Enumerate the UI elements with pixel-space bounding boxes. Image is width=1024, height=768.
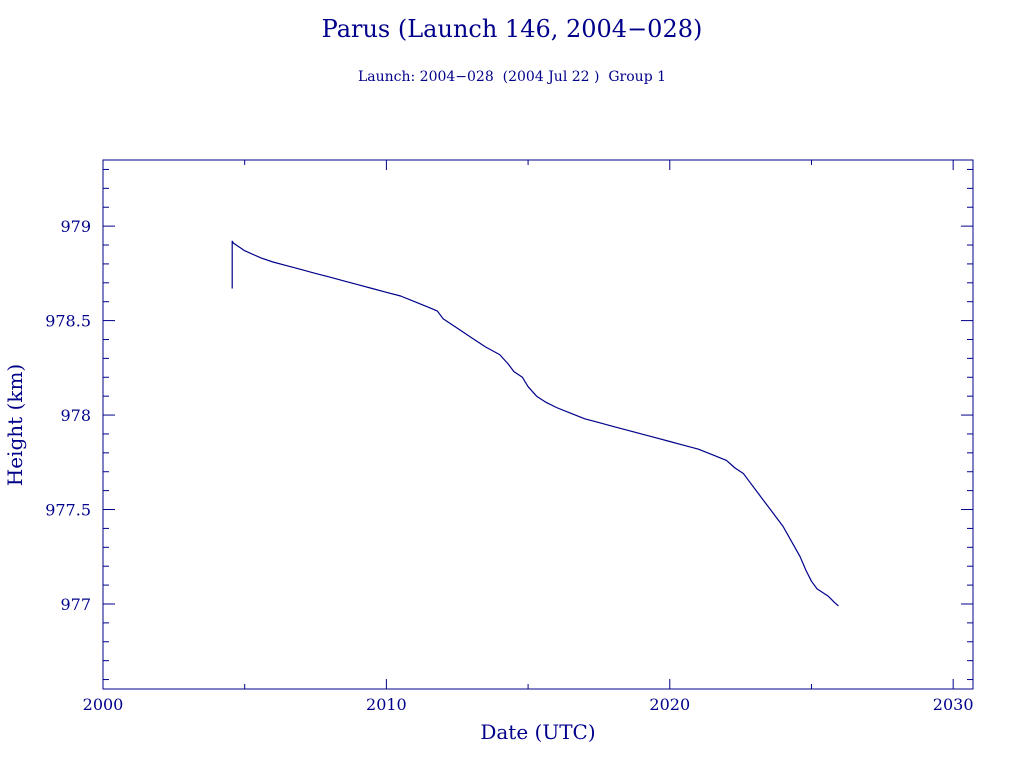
y-tick-label: 977.5 — [45, 501, 91, 520]
x-axis-label: Date (UTC) — [480, 720, 595, 744]
x-tick-label: 2030 — [933, 695, 974, 714]
y-tick-label: 979 — [60, 217, 91, 236]
x-tick-label: 2000 — [83, 695, 124, 714]
series-line-0 — [231, 240, 839, 607]
chart-title: Parus (Launch 146, 2004−028) — [322, 15, 703, 43]
y-axis-label: Height (km) — [3, 364, 27, 486]
axis-ticks — [102, 160, 973, 689]
x-tick-label: 2010 — [366, 695, 407, 714]
y-tick-label: 978 — [60, 406, 91, 425]
x-tick-label: 2020 — [649, 695, 690, 714]
plot-frame — [102, 159, 974, 690]
y-tick-label: 977 — [60, 595, 91, 614]
y-tick-label: 978.5 — [45, 312, 91, 331]
series-layer — [231, 240, 839, 607]
chart-subtitle: Launch: 2004−028 (2004 Jul 22 ) Group 1 — [358, 69, 666, 85]
tick-labels: 2000 2010 2020 2030 977 977.5 978 978.5 979 — [45, 217, 973, 714]
